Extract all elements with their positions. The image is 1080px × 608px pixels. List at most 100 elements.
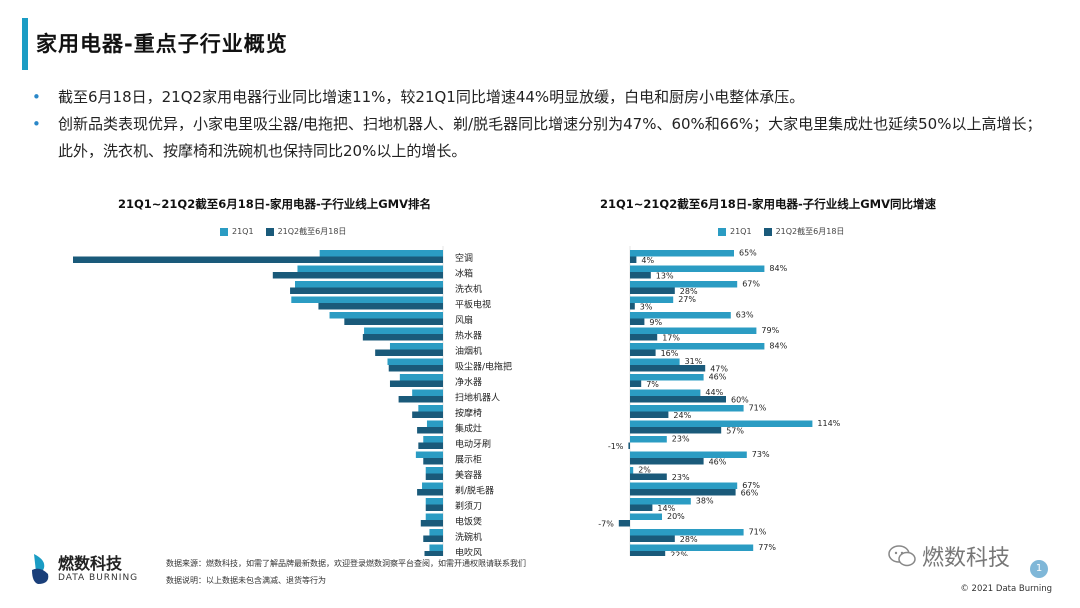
left-bar-q2 [417,427,443,434]
right-bar-q1 [630,544,754,551]
right-label-q1: 114% [817,419,840,428]
left-chart: 空调冰箱洗衣机平板电视风扇热水器油烟机吸尘器/电拖把净水器扫地机器人按摩椅集成灶… [73,246,512,557]
left-bar-q1 [297,265,443,272]
left-category-label: 吸尘器/电拖把 [455,361,512,373]
bullet-2: 创新品类表现优异，小家电里吸尘器/电拖把、扫地机器人、剃/脱毛器同比增速分别为4… [32,111,1042,165]
right-label-q2: 7% [646,380,659,389]
right-bar-q1 [630,420,813,427]
left-category-label: 平板电视 [455,299,491,311]
right-label-q1: 84% [769,264,787,273]
right-bar-q2 [618,520,630,527]
right-bar-q1 [630,358,680,365]
right-label-q2: 47% [710,365,728,374]
right-bar-q2 [630,287,675,294]
left-bar-q1 [389,343,443,350]
right-label-q1: 46% [709,373,727,382]
right-label-q1: 79% [761,326,779,335]
right-label-q1: 73% [752,450,770,459]
legend-item-q1-right: 21Q1 [718,227,752,236]
right-label-q2: 13% [656,272,674,281]
left-bar-q2 [272,272,443,279]
right-bar-q1 [630,482,738,489]
right-bar-q2 [630,272,651,279]
left-category-label: 净水器 [455,376,482,388]
left-bar-q1 [399,374,443,381]
legend-swatch-q1 [220,227,228,236]
legend-label-q2-right: 21Q2截至6月18日 [775,227,845,236]
legend-swatch-q2-right [763,227,772,236]
left-bar-q1 [387,358,443,365]
right-label-q1: 31% [685,357,703,366]
footnote-note: 数据说明：以上数据未包含满减、退货等行为 [166,576,326,585]
right-label-q2: 22% [670,551,688,557]
right-bar-q1 [630,296,674,303]
left-bar-q2 [423,535,443,542]
right-label-q2: 3% [640,303,653,312]
right-bar-q1 [630,312,731,319]
left-bar-q1 [295,281,443,288]
left-bar-q1 [412,389,443,396]
right-bar-q1 [630,467,634,474]
brand-subtitle: DATA BURNING [58,573,139,583]
left-bar-q1 [415,451,443,458]
right-bar-q2 [630,551,666,556]
left-category-label: 集成灶 [455,423,482,435]
wechat-watermark: 燃数科技 [888,540,1010,572]
right-label-q2: 16% [661,349,679,358]
right-label-q1: 2% [638,466,651,475]
left-category-label: 电吹风 [455,547,482,557]
right-label-q1: 67% [742,481,760,490]
left-bar-q2 [290,287,443,294]
right-label-q2: 57% [726,427,744,436]
brand-name: 燃数科技 [58,554,123,573]
left-category-label: 美容器 [455,469,482,481]
right-label-q2: 14% [657,504,675,513]
right-bar-q2 [630,380,642,387]
right-label-q1: 71% [749,404,767,413]
right-bar-q2 [630,489,736,496]
left-category-label: 按摩椅 [455,407,482,419]
left-bar-q2 [362,334,443,341]
left-bar-q1 [364,327,443,334]
right-label-q1: 44% [705,388,723,397]
left-bar-q1 [422,482,443,489]
right-bar-q2 [630,334,658,341]
right-chart-title: 21Q1~21Q2截至6月18日-家用电器-子行业线上GMV同比增速 [600,197,937,211]
right-label-q2: 24% [673,411,691,420]
right-bar-q2 [630,318,645,325]
right-label-q2: 17% [662,334,680,343]
left-bar-q2 [344,318,443,325]
left-bar-q1 [291,296,443,303]
right-bar-q1 [630,374,704,381]
left-category-label: 扫地机器人 [455,392,500,404]
left-category-label: 热水器 [455,330,482,342]
left-chart-title: 21Q1~21Q2截至6月18日-家用电器-子行业线上GMV排名 [118,197,432,211]
left-bar-q2 [420,520,443,527]
left-bar-q2 [375,349,443,356]
legend-swatch-q1-right [718,227,726,236]
right-bar-q2 [628,442,630,449]
legend-item-q2-right: 21Q2截至6月18日 [763,226,845,237]
right-bar-q2 [630,349,656,356]
right-label-q1: 77% [758,543,776,552]
page-number: 1 [1030,560,1048,578]
left-bar-q1 [329,312,443,319]
right-label-q2: 9% [649,318,662,327]
right-bar-q2 [630,303,635,310]
left-bar-q2 [73,256,443,263]
right-bar-q2 [630,473,667,480]
left-bar-q1 [426,420,443,427]
right-bar-q2 [630,411,669,418]
left-bar-q1 [423,436,443,443]
right-label-q1: 71% [749,528,767,537]
left-category-label: 剃须刀 [455,500,482,512]
left-category-label: 剃/脱毛器 [455,485,494,497]
footnote-source: 数据来源：燃数科技，如需了解品牌最新数据，欢迎登录燃数洞察平台查阅，如需开通权限… [166,559,526,568]
right-bar-q2 [630,396,726,403]
right-label-q1: 38% [696,497,714,506]
left-category-label: 电动牙刷 [455,438,491,450]
right-bar-q2 [630,535,675,542]
right-label-q1: 27% [678,295,696,304]
right-bar-q2 [630,427,722,434]
left-category-label: 洗衣机 [455,283,482,295]
